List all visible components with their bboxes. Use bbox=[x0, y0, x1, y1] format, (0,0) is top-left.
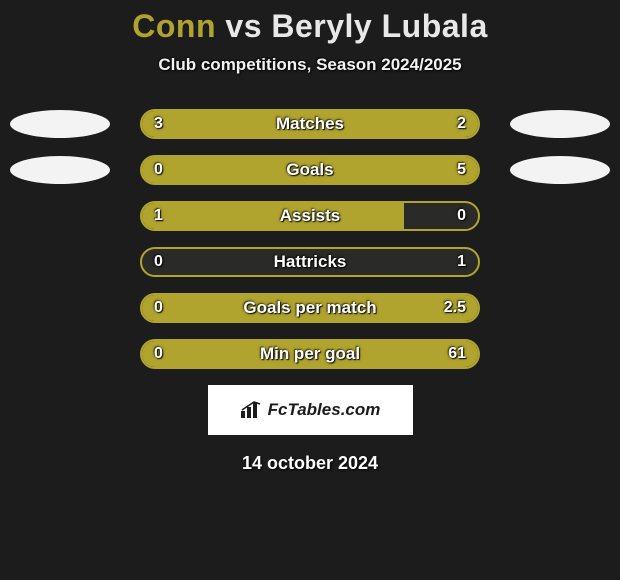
value-left: 0 bbox=[154, 161, 163, 179]
footer-brand-text: FcTables.com bbox=[268, 400, 381, 420]
value-left: 3 bbox=[154, 115, 163, 133]
metric-bar: 0 2.5 Goals per match bbox=[140, 293, 480, 323]
metric-row: 0 2.5 Goals per match bbox=[0, 293, 620, 323]
value-left: 0 bbox=[154, 299, 163, 317]
value-left: 1 bbox=[154, 207, 163, 225]
metric-bar: 0 61 Min per goal bbox=[140, 339, 480, 369]
comparison-infographic: Conn vs Beryly Lubala Club competitions,… bbox=[0, 0, 620, 580]
metric-row: 1 0 Assists bbox=[0, 201, 620, 231]
title-player1: Conn bbox=[132, 8, 216, 44]
metric-bar: 0 5 Goals bbox=[140, 155, 480, 185]
value-right: 2 bbox=[457, 115, 466, 133]
title-player2: Beryly Lubala bbox=[271, 8, 487, 44]
subtitle: Club competitions, Season 2024/2025 bbox=[0, 55, 620, 75]
player2-badge bbox=[510, 110, 610, 138]
player1-badge bbox=[10, 156, 110, 184]
metric-bar: 0 1 Hattricks bbox=[140, 247, 480, 277]
value-right: 0 bbox=[457, 207, 466, 225]
value-right: 5 bbox=[457, 161, 466, 179]
metric-label: Goals bbox=[286, 160, 333, 180]
metric-bar: 3 2 Matches bbox=[140, 109, 480, 139]
metric-row: 0 1 Hattricks bbox=[0, 247, 620, 277]
title-vs: vs bbox=[225, 8, 262, 44]
value-left: 0 bbox=[154, 253, 163, 271]
value-right: 2.5 bbox=[444, 299, 466, 317]
metric-rows: 3 2 Matches 0 5 Goals 1 0 Assists 0 1 Hattricks 0 2.5… bbox=[0, 109, 620, 369]
metric-row: 0 61 Min per goal bbox=[0, 339, 620, 369]
metric-label: Matches bbox=[276, 114, 344, 134]
fctables-logo-icon bbox=[240, 401, 262, 419]
date-label: 14 october 2024 bbox=[0, 453, 620, 474]
footer-brand-card: FcTables.com bbox=[208, 385, 413, 435]
bar-left-fill bbox=[142, 203, 404, 229]
value-right: 1 bbox=[457, 253, 466, 271]
metric-label: Hattricks bbox=[274, 252, 347, 272]
metric-row: 0 5 Goals bbox=[0, 155, 620, 185]
metric-label: Goals per match bbox=[243, 298, 376, 318]
player2-badge bbox=[510, 156, 610, 184]
metric-row: 3 2 Matches bbox=[0, 109, 620, 139]
value-right: 61 bbox=[448, 345, 466, 363]
metric-label: Min per goal bbox=[260, 344, 360, 364]
value-left: 0 bbox=[154, 345, 163, 363]
metric-label: Assists bbox=[280, 206, 340, 226]
page-title: Conn vs Beryly Lubala bbox=[0, 0, 620, 45]
metric-bar: 1 0 Assists bbox=[140, 201, 480, 231]
player1-badge bbox=[10, 110, 110, 138]
